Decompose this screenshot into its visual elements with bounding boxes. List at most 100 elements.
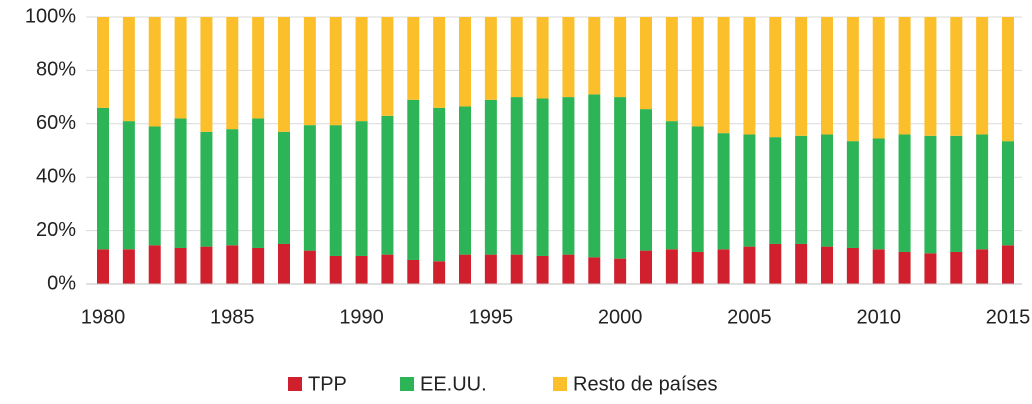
- bar-segment: [614, 258, 627, 284]
- bar-segment: [303, 250, 316, 284]
- bar-segment: [950, 135, 963, 252]
- bar-segment: [562, 97, 575, 255]
- bar-segment: [614, 97, 627, 259]
- bar-segment: [950, 251, 963, 284]
- bar-segment: [148, 17, 161, 127]
- bar-segment: [407, 99, 420, 260]
- bar-segment: [381, 17, 394, 116]
- bar-segment: [355, 255, 368, 284]
- bar-segment: [898, 251, 911, 284]
- bar-segment: [200, 17, 213, 132]
- bar-segment: [1002, 245, 1014, 284]
- bar-segment: [924, 17, 937, 136]
- bar-segment: [872, 17, 885, 139]
- bar-segment: [640, 109, 652, 251]
- bar-segment: [898, 134, 911, 252]
- y-tick-label: 40%: [36, 165, 76, 187]
- bar-segment: [148, 126, 161, 246]
- bar-segment: [174, 247, 187, 284]
- bar-segment: [484, 17, 497, 100]
- bar-segment: [898, 17, 911, 135]
- y-tick-label: 0%: [47, 272, 76, 294]
- bar-segment: [846, 141, 859, 248]
- bar-segment: [484, 254, 497, 284]
- bar-segment: [278, 131, 290, 244]
- bar-segment: [562, 254, 575, 284]
- bar-segment: [329, 125, 342, 256]
- bar-segment: [433, 107, 446, 262]
- bar-segment: [278, 243, 290, 284]
- bar-segment: [976, 249, 989, 284]
- bar-segment: [510, 17, 523, 98]
- bar-segment: [1002, 141, 1014, 246]
- bar-segment: [717, 249, 730, 284]
- bar-segment: [717, 17, 730, 134]
- x-tick-label: 1995: [469, 306, 514, 328]
- bar-segment: [846, 17, 859, 142]
- bar-segment: [200, 246, 213, 284]
- bar-segment: [122, 17, 135, 122]
- bar-segment: [743, 17, 756, 135]
- bar-segment: [665, 249, 678, 284]
- bar-segment: [614, 17, 627, 98]
- x-tick-label: 2000: [598, 306, 643, 328]
- legend-swatch: [400, 377, 414, 391]
- bar-segment: [122, 249, 135, 284]
- bar-segment: [743, 246, 756, 284]
- bar-segment: [303, 17, 316, 126]
- x-tick-label: 2005: [727, 306, 772, 328]
- bar-segment: [821, 246, 833, 284]
- bar-segment: [226, 17, 239, 130]
- bar-segment: [174, 118, 187, 248]
- bar-segment: [252, 247, 265, 284]
- y-tick-label: 60%: [36, 112, 76, 134]
- y-tick-label: 80%: [36, 59, 76, 81]
- bar-segment: [795, 243, 808, 284]
- bar-segment: [510, 254, 523, 284]
- bar-segment: [329, 255, 342, 284]
- bar-segment: [459, 17, 471, 107]
- x-tick-label: 2010: [856, 306, 901, 328]
- bar-segment: [355, 17, 368, 122]
- bar-segment: [924, 135, 937, 254]
- bar-segment: [795, 135, 808, 244]
- bar-segment: [381, 115, 394, 255]
- bar-segment: [252, 118, 265, 248]
- bar-segment: [381, 254, 394, 284]
- bar-segment: [950, 17, 963, 136]
- bar-segment: [691, 126, 704, 252]
- bar-segment: [97, 17, 109, 108]
- bar-segment: [717, 133, 730, 250]
- bar-segment: [691, 251, 704, 284]
- bar-segment: [536, 98, 549, 256]
- bar-segment: [484, 99, 497, 255]
- bar-segment: [769, 17, 782, 138]
- x-tick-label: 1985: [210, 306, 255, 328]
- bar-segment: [459, 106, 471, 255]
- legend-swatch: [553, 377, 567, 391]
- x-tick-label: 2015: [986, 306, 1031, 328]
- x-tick-label: 1980: [81, 306, 126, 328]
- bar-segment: [433, 261, 446, 284]
- bar-segment: [329, 17, 342, 126]
- bar-segment: [924, 253, 937, 284]
- x-tick-label: 1990: [339, 306, 384, 328]
- bar-segment: [510, 97, 523, 255]
- bar-segment: [303, 125, 316, 251]
- bar-segment: [200, 131, 213, 247]
- bar-segment: [355, 121, 368, 256]
- bar-segment: [536, 255, 549, 284]
- bar-segment: [226, 245, 239, 284]
- legend-label: Resto de países: [573, 373, 718, 395]
- bar-segment: [536, 17, 549, 99]
- bar-segment: [252, 17, 265, 119]
- bar-segment: [148, 245, 161, 284]
- bar-segment: [769, 243, 782, 284]
- bar-segment: [640, 17, 652, 110]
- bar-segment: [226, 129, 239, 246]
- bar-segment: [407, 259, 420, 284]
- bar-segment: [640, 250, 652, 284]
- y-tick-label: 20%: [36, 219, 76, 241]
- bar-segment: [846, 247, 859, 284]
